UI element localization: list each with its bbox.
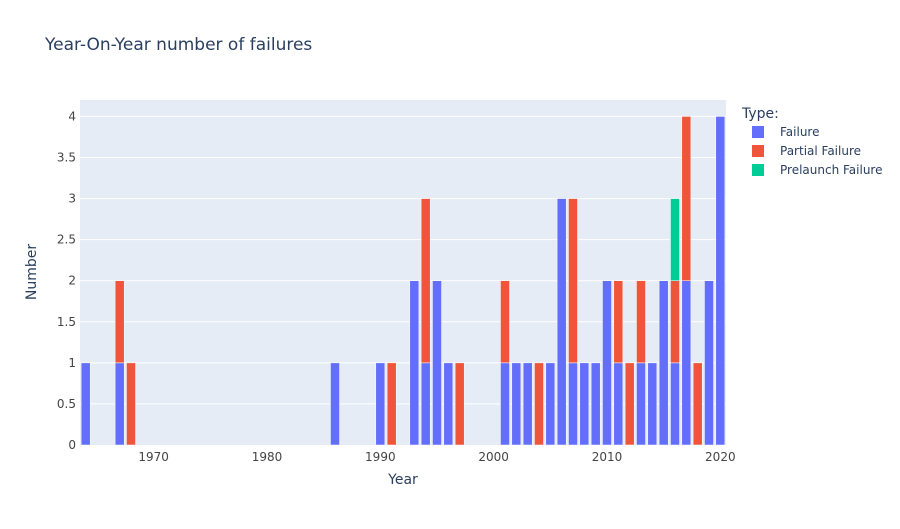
bar-failure[interactable] <box>568 362 578 446</box>
legend: Type: Failure Partial Failure Prelaunch Fa… <box>741 106 882 177</box>
y-tick-label: 4 <box>68 109 76 123</box>
chart-title: Year-On-Year number of failures <box>44 35 312 55</box>
bar-failure[interactable] <box>80 362 91 446</box>
bar-failure[interactable] <box>114 362 125 446</box>
bar-failure[interactable] <box>500 362 510 446</box>
bar-failure[interactable] <box>409 280 420 446</box>
y-tick-label: 2.5 <box>57 233 76 247</box>
bar-failure[interactable] <box>375 362 386 446</box>
bar-partial-failure[interactable] <box>681 116 692 281</box>
y-tick-labels: 0 0.5 1 1.5 2 2.5 3 3.5 4 <box>57 109 76 452</box>
x-tick-label: 2000 <box>478 450 509 464</box>
bar-partial-failure[interactable] <box>114 280 125 364</box>
bar-failure[interactable] <box>658 280 669 446</box>
y-tick-label: 2 <box>68 274 76 288</box>
legend-label[interactable]: Partial Failure <box>780 144 861 158</box>
x-tick-label: 1980 <box>252 450 283 464</box>
bar-failure[interactable] <box>511 362 522 446</box>
bar-partial-failure[interactable] <box>126 362 136 446</box>
bar-partial-failure[interactable] <box>636 280 646 364</box>
x-tick-label: 2020 <box>705 450 736 464</box>
bar-failure[interactable] <box>556 198 567 446</box>
bar-failure[interactable] <box>681 280 692 446</box>
bar-failure[interactable] <box>420 362 431 446</box>
bar-partial-failure[interactable] <box>670 280 680 364</box>
bar-failure[interactable] <box>647 362 658 446</box>
bar-failure[interactable] <box>432 280 442 446</box>
x-tick-label: 1970 <box>138 450 169 464</box>
bar-failure[interactable] <box>613 362 624 446</box>
legend-swatch <box>752 126 764 138</box>
y-tick-label: 0.5 <box>57 397 76 411</box>
bar-failure[interactable] <box>579 362 590 446</box>
bar-partial-failure[interactable] <box>568 198 578 364</box>
bar-failure[interactable] <box>636 362 646 446</box>
bars[interactable] <box>80 116 726 446</box>
legend-label[interactable]: Failure <box>780 125 819 139</box>
y-tick-label: 0 <box>68 438 76 452</box>
legend-items[interactable]: Failure Partial Failure Prelaunch Failure <box>752 125 882 177</box>
bar-partial-failure[interactable] <box>613 280 624 364</box>
bar-partial-failure[interactable] <box>420 198 431 364</box>
y-tick-label: 3.5 <box>57 151 76 165</box>
y-tick-label: 1.5 <box>57 315 76 329</box>
y-axis-title: Number <box>24 244 40 300</box>
bar-partial-failure[interactable] <box>624 362 635 446</box>
legend-swatch <box>752 145 764 157</box>
y-tick-label: 3 <box>68 192 76 206</box>
bar-prelaunch-failure[interactable] <box>670 198 680 281</box>
legend-title: Type: <box>741 106 779 122</box>
x-axis-title: Year <box>387 472 418 488</box>
x-tick-label: 2010 <box>592 450 623 464</box>
x-tick-label: 1990 <box>365 450 396 464</box>
bar-failure[interactable] <box>590 362 601 446</box>
y-tick-label: 1 <box>68 356 76 370</box>
bar-failure[interactable] <box>704 280 714 446</box>
bar-partial-failure[interactable] <box>386 362 397 446</box>
x-tick-labels: 1970 1980 1990 2000 2010 2020 <box>138 450 735 464</box>
bar-partial-failure[interactable] <box>534 362 544 446</box>
bar-failure[interactable] <box>545 362 556 446</box>
legend-label[interactable]: Prelaunch Failure <box>780 163 882 177</box>
bar-failure[interactable] <box>670 362 680 446</box>
bar-failure[interactable] <box>715 116 726 446</box>
bar-failure[interactable] <box>522 362 533 446</box>
bar-partial-failure[interactable] <box>692 362 703 446</box>
legend-swatch <box>752 164 764 176</box>
bar-failure[interactable] <box>330 362 340 446</box>
bar-failure[interactable] <box>443 362 454 446</box>
bar-partial-failure[interactable] <box>500 280 510 364</box>
bar-failure[interactable] <box>602 280 612 446</box>
bar-partial-failure[interactable] <box>454 362 465 446</box>
